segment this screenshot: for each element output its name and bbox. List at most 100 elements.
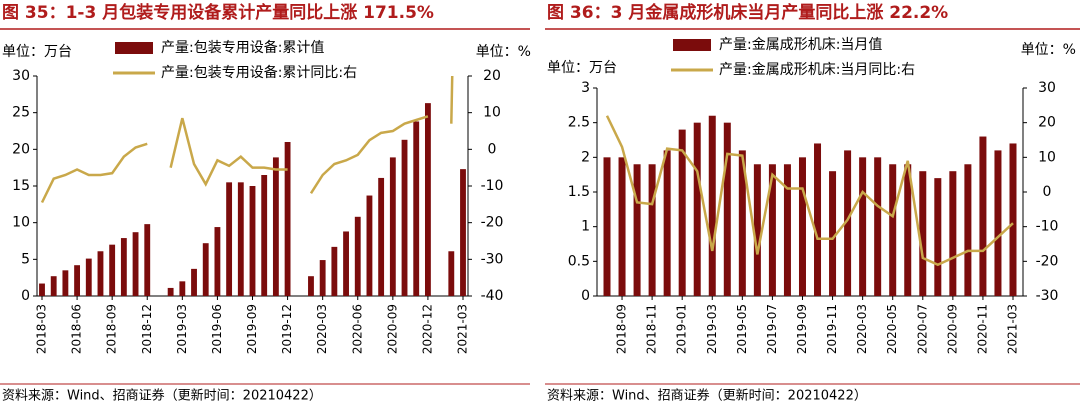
bar xyxy=(738,150,746,296)
y2-tick-label: 0 xyxy=(1043,184,1052,200)
bar xyxy=(424,103,431,296)
bar xyxy=(378,177,385,296)
bar xyxy=(829,171,837,296)
y-tick-label: 1.5 xyxy=(568,184,590,200)
y2-tick-label: 10 xyxy=(483,105,501,121)
bar xyxy=(343,231,349,296)
bar xyxy=(723,122,731,296)
bar xyxy=(167,287,174,296)
x-tick-label: 2020-07 xyxy=(915,304,929,354)
y-tick-label: 0 xyxy=(581,288,590,304)
bar xyxy=(460,169,466,296)
y-tick-label: 0 xyxy=(21,288,30,304)
chart-title: 图 35：1-3 月包装专用设备累计产量同比上涨 171.5% xyxy=(2,2,434,23)
bar xyxy=(179,281,186,296)
bar xyxy=(693,122,701,296)
bar xyxy=(949,171,957,296)
source: 资料来源：Wind、招商证券（更新时间：20210422） xyxy=(547,388,867,404)
source: 资料来源：Wind、招商证券（更新时间：20210422） xyxy=(2,388,322,404)
x-tick-label: 2020-03 xyxy=(315,304,329,354)
bar xyxy=(979,136,987,296)
y-tick-label: 2 xyxy=(581,149,590,165)
bar xyxy=(1009,143,1017,296)
bar xyxy=(284,142,291,296)
y-tick-label: 20 xyxy=(12,141,30,157)
y2-tick-label: 10 xyxy=(1038,149,1056,165)
bar xyxy=(389,157,396,296)
y-unit: 单位：万台 xyxy=(2,44,72,60)
x-tick-label: 2019-11 xyxy=(825,304,839,354)
bar xyxy=(237,182,244,296)
bar xyxy=(919,171,927,296)
plot-clip xyxy=(603,115,1017,296)
x-tick-label: 2020-11 xyxy=(975,304,989,354)
y-tick-label: 10 xyxy=(12,215,30,231)
y-tick-label: 3 xyxy=(581,80,590,96)
bar xyxy=(413,121,420,296)
y2-tick-label: 0 xyxy=(488,141,497,157)
bar xyxy=(97,251,104,296)
x-tick-label: 2020-05 xyxy=(885,304,899,354)
x-tick-label: 2020-09 xyxy=(945,304,959,354)
bar xyxy=(214,227,221,296)
bar xyxy=(859,157,867,296)
legend-label: 产量:包装专用设备:累计值 xyxy=(161,39,324,56)
y-tick-label: 25 xyxy=(12,105,30,121)
bar xyxy=(904,164,912,296)
chart-title: 图 36：3 月金属成形机床当月产量同比上涨 22.2% xyxy=(547,2,948,23)
bar xyxy=(202,243,209,296)
x-tick-label: 2021-03 xyxy=(456,304,470,354)
bar xyxy=(319,260,326,296)
bar xyxy=(798,157,806,296)
bar xyxy=(633,164,641,296)
bar xyxy=(603,157,611,296)
legend-swatch xyxy=(115,42,153,54)
bar xyxy=(272,157,279,296)
y-tick-label: 2.5 xyxy=(568,115,590,131)
x-tick-label: 2018-06 xyxy=(70,304,84,354)
bar xyxy=(663,150,671,296)
x-tick-label: 2019-09 xyxy=(795,304,809,354)
bar xyxy=(62,270,69,296)
bar xyxy=(889,164,897,296)
x-tick-label: 2020-09 xyxy=(385,304,399,354)
y-unit: 单位：万台 xyxy=(547,60,617,76)
bar xyxy=(934,178,942,296)
x-tick-label: 2019-09 xyxy=(245,304,259,354)
bar xyxy=(261,175,268,296)
y2-tick-label: 20 xyxy=(483,68,501,84)
bar xyxy=(226,182,233,296)
x-tick-label: 2019-07 xyxy=(765,304,779,354)
bar xyxy=(401,139,408,296)
bar xyxy=(753,164,761,296)
bar xyxy=(708,115,716,296)
y2-tick-label: 20 xyxy=(1038,115,1056,131)
bar xyxy=(144,224,151,296)
bar xyxy=(39,283,45,296)
bar xyxy=(648,164,656,296)
y2-tick-label: -30 xyxy=(1036,288,1059,304)
x-tick-label: 2020-03 xyxy=(855,304,869,354)
x-tick-label: 2018-03 xyxy=(35,304,49,354)
y2-tick-label: -20 xyxy=(1036,253,1059,269)
x-tick-label: 2019-12 xyxy=(280,304,294,354)
x-tick-label: 2018-09 xyxy=(105,304,119,354)
bar xyxy=(120,238,127,296)
legend-swatch xyxy=(673,39,711,51)
legend-label: 产量:包装专用设备:累计同比:右 xyxy=(161,64,357,81)
bar xyxy=(844,150,852,296)
bar xyxy=(994,150,1002,296)
bar xyxy=(109,244,116,296)
bar xyxy=(331,246,338,296)
y2-tick-label: -20 xyxy=(481,215,504,231)
x-tick-label: 2018-11 xyxy=(645,304,659,354)
bar xyxy=(249,186,256,296)
bar xyxy=(678,129,686,296)
x-tick-label: 2019-03 xyxy=(175,304,189,354)
x-tick-label: 2018-12 xyxy=(140,304,154,354)
y-tick-label: 1 xyxy=(581,219,590,235)
bar xyxy=(448,251,455,296)
x-tick-label: 2019-05 xyxy=(735,304,749,354)
legend-label: 产量:金属成形机床:当月同比:右 xyxy=(719,62,915,78)
